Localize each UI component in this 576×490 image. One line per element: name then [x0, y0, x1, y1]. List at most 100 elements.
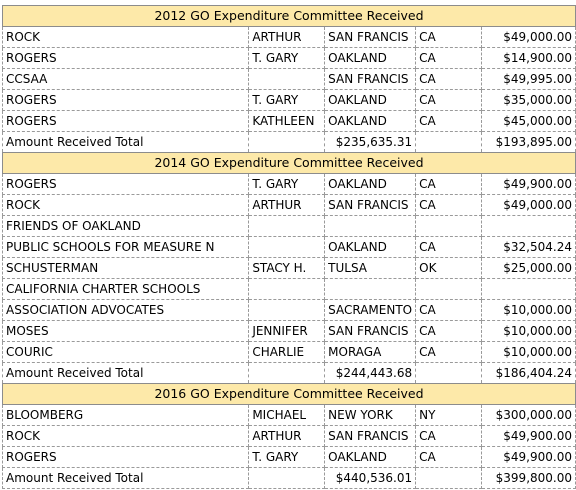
- total-label-cell[interactable]: Amount Received Total: [1, 467, 250, 489]
- last-name-cell[interactable]: BLOOMBERG: [1, 404, 250, 426]
- first-name-cell[interactable]: T. GARY: [248, 173, 326, 195]
- last-name-cell[interactable]: ROGERS: [1, 47, 250, 69]
- state-cell[interactable]: CA: [415, 68, 483, 90]
- state-cell[interactable]: [415, 278, 483, 300]
- amount-cell[interactable]: $300,000.00: [481, 404, 576, 426]
- total-amount-cell[interactable]: $186,404.24: [481, 362, 576, 384]
- first-name-cell[interactable]: KATHLEEN: [248, 110, 326, 132]
- empty-cell[interactable]: [415, 467, 483, 489]
- city-cell[interactable]: SAN FRANCIS: [324, 194, 417, 216]
- first-name-cell[interactable]: T. GARY: [248, 89, 326, 111]
- first-name-cell[interactable]: CHARLIE: [248, 341, 326, 363]
- amount-cell[interactable]: $10,000.00: [481, 299, 576, 321]
- amount-cell[interactable]: $10,000.00: [481, 341, 576, 363]
- state-cell[interactable]: OK: [415, 257, 483, 279]
- amount-cell[interactable]: $49,995.00: [481, 68, 576, 90]
- total-amount-cell[interactable]: $399,800.00: [481, 467, 576, 489]
- last-name-cell[interactable]: ASSOCIATION ADVOCATES: [1, 299, 250, 321]
- first-name-cell[interactable]: T. GARY: [248, 47, 326, 69]
- section-title[interactable]: 2014 GO Expenditure Committee Received: [2, 152, 576, 174]
- last-name-cell[interactable]: COURIC: [1, 341, 250, 363]
- total-label-cell[interactable]: Amount Received Total: [1, 131, 250, 153]
- amount-cell[interactable]: $32,504.24: [481, 236, 576, 258]
- total-overall-cell[interactable]: $440,536.01: [324, 467, 417, 489]
- amount-cell[interactable]: $35,000.00: [481, 89, 576, 111]
- last-name-cell[interactable]: ROGERS: [1, 446, 250, 468]
- city-cell[interactable]: OAKLAND: [324, 236, 417, 258]
- total-label-cell[interactable]: Amount Received Total: [1, 362, 250, 384]
- amount-cell[interactable]: $14,900.00: [481, 47, 576, 69]
- first-name-cell[interactable]: ARTHUR: [248, 26, 326, 48]
- last-name-cell[interactable]: PUBLIC SCHOOLS FOR MEASURE N: [1, 236, 250, 258]
- last-name-cell[interactable]: ROCK: [1, 194, 250, 216]
- empty-cell[interactable]: [248, 362, 326, 384]
- last-name-cell[interactable]: CCSAA: [1, 68, 250, 90]
- city-cell[interactable]: SAN FRANCIS: [324, 320, 417, 342]
- first-name-cell[interactable]: [248, 215, 326, 237]
- state-cell[interactable]: CA: [415, 110, 483, 132]
- last-name-cell[interactable]: ROGERS: [1, 110, 250, 132]
- state-cell[interactable]: CA: [415, 194, 483, 216]
- first-name-cell[interactable]: [248, 68, 326, 90]
- city-cell[interactable]: OAKLAND: [324, 89, 417, 111]
- state-cell[interactable]: CA: [415, 446, 483, 468]
- amount-cell[interactable]: $49,900.00: [481, 173, 576, 195]
- state-cell[interactable]: CA: [415, 173, 483, 195]
- first-name-cell[interactable]: [248, 278, 326, 300]
- total-overall-cell[interactable]: $244,443.68: [324, 362, 417, 384]
- last-name-cell[interactable]: ROGERS: [1, 89, 250, 111]
- amount-cell[interactable]: $10,000.00: [481, 320, 576, 342]
- total-overall-cell[interactable]: $235,635.31: [324, 131, 417, 153]
- state-cell[interactable]: NY: [415, 404, 483, 426]
- city-cell[interactable]: SACRAMENTO: [324, 299, 417, 321]
- state-cell[interactable]: CA: [415, 236, 483, 258]
- empty-cell[interactable]: [415, 131, 483, 153]
- amount-cell[interactable]: $49,900.00: [481, 446, 576, 468]
- empty-cell[interactable]: [415, 362, 483, 384]
- state-cell[interactable]: CA: [415, 47, 483, 69]
- state-cell[interactable]: CA: [415, 26, 483, 48]
- first-name-cell[interactable]: ARTHUR: [248, 425, 326, 447]
- last-name-cell[interactable]: ROCK: [1, 425, 250, 447]
- amount-cell[interactable]: [481, 215, 576, 237]
- amount-cell[interactable]: [481, 278, 576, 300]
- city-cell[interactable]: SAN FRANCIS: [324, 68, 417, 90]
- amount-cell[interactable]: $49,000.00: [481, 26, 576, 48]
- city-cell[interactable]: [324, 215, 417, 237]
- amount-cell[interactable]: $25,000.00: [481, 257, 576, 279]
- last-name-cell[interactable]: CALIFORNIA CHARTER SCHOOLS: [1, 278, 250, 300]
- last-name-cell[interactable]: FRIENDS OF OAKLAND: [1, 215, 250, 237]
- city-cell[interactable]: TULSA: [324, 257, 417, 279]
- last-name-cell[interactable]: ROCK: [1, 26, 250, 48]
- first-name-cell[interactable]: [248, 236, 326, 258]
- first-name-cell[interactable]: [248, 299, 326, 321]
- city-cell[interactable]: OAKLAND: [324, 47, 417, 69]
- empty-cell[interactable]: [248, 131, 326, 153]
- amount-cell[interactable]: $45,000.00: [481, 110, 576, 132]
- first-name-cell[interactable]: MICHAEL: [248, 404, 326, 426]
- state-cell[interactable]: CA: [415, 89, 483, 111]
- first-name-cell[interactable]: ARTHUR: [248, 194, 326, 216]
- last-name-cell[interactable]: SCHUSTERMAN: [1, 257, 250, 279]
- first-name-cell[interactable]: T. GARY: [248, 446, 326, 468]
- city-cell[interactable]: OAKLAND: [324, 110, 417, 132]
- section-title[interactable]: 2016 GO Expenditure Committee Received: [2, 383, 576, 405]
- first-name-cell[interactable]: JENNIFER: [248, 320, 326, 342]
- state-cell[interactable]: CA: [415, 425, 483, 447]
- amount-cell[interactable]: $49,000.00: [481, 194, 576, 216]
- state-cell[interactable]: CA: [415, 341, 483, 363]
- first-name-cell[interactable]: STACY H.: [248, 257, 326, 279]
- section-title[interactable]: 2012 GO Expenditure Committee Received: [2, 5, 576, 27]
- city-cell[interactable]: SAN FRANCIS: [324, 425, 417, 447]
- last-name-cell[interactable]: MOSES: [1, 320, 250, 342]
- amount-cell[interactable]: $49,900.00: [481, 425, 576, 447]
- city-cell[interactable]: MORAGA: [324, 341, 417, 363]
- total-amount-cell[interactable]: $193,895.00: [481, 131, 576, 153]
- city-cell[interactable]: OAKLAND: [324, 446, 417, 468]
- state-cell[interactable]: [415, 215, 483, 237]
- state-cell[interactable]: CA: [415, 299, 483, 321]
- city-cell[interactable]: OAKLAND: [324, 173, 417, 195]
- empty-cell[interactable]: [248, 467, 326, 489]
- city-cell[interactable]: [324, 278, 417, 300]
- city-cell[interactable]: SAN FRANCIS: [324, 26, 417, 48]
